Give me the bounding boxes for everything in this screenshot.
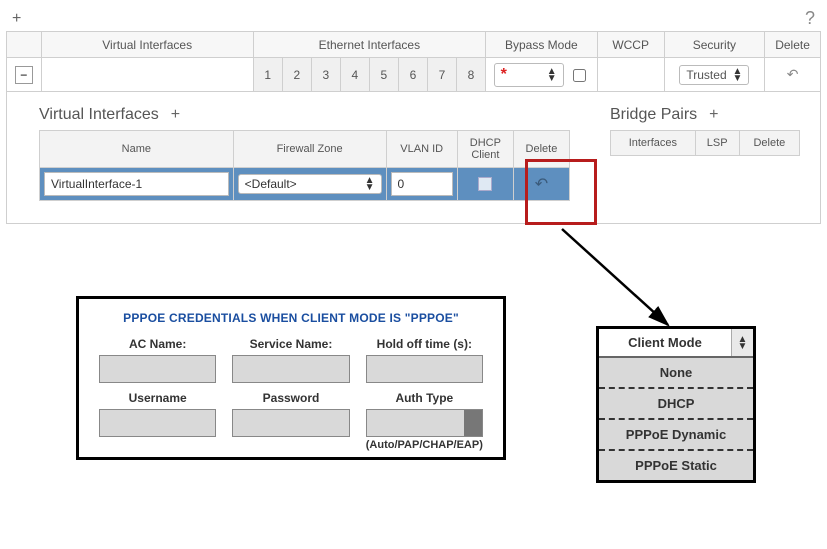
add-icon[interactable]: + (12, 10, 21, 28)
eth-port-3[interactable]: 3 (311, 58, 340, 92)
vi-col-delete: Delete (513, 131, 569, 168)
col-virtual-interfaces: Virtual Interfaces (41, 32, 253, 58)
bridge-pairs-table: Interfaces LSP Delete (610, 130, 800, 156)
password-label: Password (232, 391, 349, 405)
client-mode-option-none[interactable]: None (599, 358, 753, 389)
undo-icon[interactable]: ↶ (535, 176, 548, 193)
pppoe-credentials-panel: PPPOE CREDENTIALS WHEN CLIENT MODE IS "P… (76, 296, 506, 460)
bypass-checkbox[interactable] (573, 69, 586, 82)
col-bypass-mode: Bypass Mode (486, 32, 598, 58)
service-name-input[interactable] (232, 355, 349, 383)
asterisk-icon: * (501, 66, 507, 84)
eth-port-4[interactable]: 4 (340, 58, 369, 92)
vi-col-vlan: VLAN ID (386, 131, 457, 168)
security-value: Trusted (686, 68, 726, 82)
bp-col-delete: Delete (739, 131, 799, 156)
client-mode-dropdown-toggle[interactable]: ▲▼ (731, 329, 753, 356)
vi-col-name: Name (40, 131, 234, 168)
client-mode-label: Client Mode (599, 329, 731, 356)
hold-off-input[interactable] (366, 355, 483, 383)
ac-name-label: AC Name: (99, 337, 216, 351)
auth-type-label: Auth Type (366, 391, 483, 405)
help-icon[interactable]: ? (805, 8, 815, 29)
undo-icon[interactable]: ↶ (787, 66, 799, 82)
client-mode-option-pppoe-dynamic[interactable]: PPPoE Dynamic (599, 420, 753, 451)
updown-icon: ▲▼ (365, 177, 375, 191)
dhcp-client-checkbox[interactable] (478, 177, 492, 191)
bridge-pairs-title: Bridge Pairs (610, 106, 697, 124)
add-virtual-interface-icon[interactable]: + (171, 106, 180, 124)
eth-port-5[interactable]: 5 (369, 58, 398, 92)
vi-name-input[interactable] (44, 172, 229, 196)
auth-type-select[interactable] (366, 409, 483, 437)
client-mode-panel: Client Mode ▲▼ None DHCP PPPoE Dynamic P… (596, 326, 756, 483)
bp-col-ifaces: Interfaces (611, 131, 696, 156)
updown-icon: ▲▼ (732, 68, 742, 82)
bypass-mode-select[interactable]: * ▲▼ (494, 63, 564, 87)
password-input[interactable] (232, 409, 349, 437)
virtual-interfaces-title: Virtual Interfaces (39, 106, 159, 124)
hold-off-label: Hold off time (s): (366, 337, 483, 351)
eth-port-8[interactable]: 8 (456, 58, 485, 92)
eth-port-7[interactable]: 7 (427, 58, 456, 92)
client-mode-option-dhcp[interactable]: DHCP (599, 389, 753, 420)
auth-type-note: (Auto/PAP/CHAP/EAP) (366, 439, 483, 451)
eth-port-6[interactable]: 6 (398, 58, 427, 92)
col-ethernet-interfaces: Ethernet Interfaces (253, 32, 485, 58)
vi-col-fz: Firewall Zone (233, 131, 386, 168)
col-wccp: WCCP (597, 32, 664, 58)
col-security: Security (664, 32, 764, 58)
interfaces-table: Virtual Interfaces Ethernet Interfaces B… (6, 31, 821, 92)
collapse-toggle[interactable]: − (15, 66, 33, 84)
virtual-interfaces-table: Name Firewall Zone VLAN ID DHCP Client D… (39, 130, 570, 201)
ac-name-input[interactable] (99, 355, 216, 383)
vlan-id-input[interactable] (391, 172, 453, 196)
pppoe-title: PPPOE CREDENTIALS WHEN CLIENT MODE IS "P… (99, 311, 483, 325)
service-name-label: Service Name: (232, 337, 349, 351)
eth-port-1[interactable]: 1 (253, 58, 282, 92)
username-input[interactable] (99, 409, 216, 437)
eth-port-2[interactable]: 2 (282, 58, 311, 92)
updown-icon: ▲▼ (547, 68, 557, 82)
security-select[interactable]: Trusted ▲▼ (679, 65, 749, 85)
client-mode-option-pppoe-static[interactable]: PPPoE Static (599, 451, 753, 480)
username-label: Username (99, 391, 216, 405)
table-row: <Default> ▲▼ ↶ (40, 168, 570, 201)
add-bridge-pair-icon[interactable]: + (709, 106, 718, 124)
bp-col-lsp: LSP (695, 131, 739, 156)
col-delete: Delete (765, 32, 821, 58)
firewall-zone-value: <Default> (245, 177, 297, 191)
vi-col-dhcp: DHCP Client (457, 131, 513, 168)
updown-icon: ▲▼ (738, 336, 748, 350)
firewall-zone-select[interactable]: <Default> ▲▼ (238, 174, 382, 194)
